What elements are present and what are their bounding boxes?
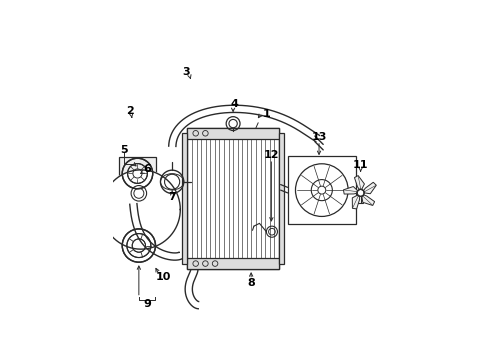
Text: 12: 12 <box>264 150 280 161</box>
Text: 4: 4 <box>231 99 239 109</box>
Text: 10: 10 <box>156 273 172 283</box>
Bar <box>187 258 279 269</box>
Text: 5: 5 <box>121 145 128 155</box>
Text: 9: 9 <box>143 299 151 309</box>
Bar <box>187 128 279 139</box>
Polygon shape <box>101 170 180 249</box>
Text: 7: 7 <box>168 192 176 202</box>
Polygon shape <box>352 195 360 209</box>
Text: 11: 11 <box>353 160 368 170</box>
Text: 8: 8 <box>247 278 255 288</box>
Text: 3: 3 <box>182 67 190 77</box>
Polygon shape <box>354 176 365 189</box>
Bar <box>187 128 279 269</box>
Polygon shape <box>362 195 375 206</box>
Bar <box>182 133 187 264</box>
Bar <box>119 157 156 190</box>
Text: 1: 1 <box>263 109 270 119</box>
Text: 6: 6 <box>143 164 151 174</box>
Bar <box>288 156 356 224</box>
Text: 13: 13 <box>311 132 327 143</box>
Polygon shape <box>343 186 358 194</box>
Bar <box>279 133 284 264</box>
Text: 2: 2 <box>126 106 134 116</box>
Polygon shape <box>364 182 376 194</box>
